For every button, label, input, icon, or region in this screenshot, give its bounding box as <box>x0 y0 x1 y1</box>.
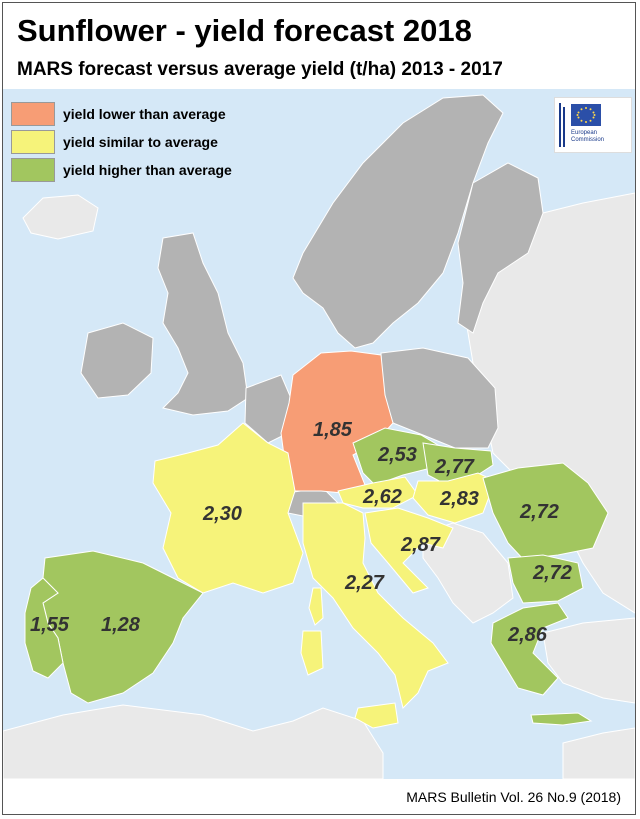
country-crete <box>530 712 593 726</box>
logo-text: European Commission <box>571 130 604 144</box>
value-greece: 2,86 <box>507 624 548 646</box>
country-romania <box>482 462 609 560</box>
legend: yield lower than average yield similar t… <box>11 100 256 184</box>
europe-map: 1,85 2,53 2,77 2,30 2,62 2,83 2,72 2,87 … <box>3 89 635 779</box>
country-corsica <box>308 587 324 626</box>
land-finland-baltics <box>457 162 544 334</box>
country-portugal <box>24 577 64 679</box>
land-scandinavia <box>292 94 504 349</box>
value-romania: 2,72 <box>519 501 559 523</box>
country-slovakia <box>422 442 494 484</box>
country-greece <box>490 602 569 696</box>
legend-label-lower: yield lower than average <box>63 106 226 122</box>
header: Sunflower - yield forecast 2018 MARS for… <box>3 3 635 89</box>
legend-swatch-higher <box>11 158 55 182</box>
value-slovakia: 2,77 <box>434 456 475 478</box>
land-iceland <box>22 194 99 240</box>
map-title: Sunflower - yield forecast 2018 <box>17 13 472 48</box>
value-france: 2,30 <box>202 503 242 525</box>
land-uk <box>157 232 249 416</box>
land-turkey <box>542 617 635 704</box>
country-italy <box>302 502 449 709</box>
country-bulgaria <box>507 554 584 604</box>
country-hungary <box>412 472 496 524</box>
land-east-africa <box>562 727 635 779</box>
legend-item-lower: yield lower than average <box>11 100 256 128</box>
legend-item-higher: yield higher than average <box>11 156 256 184</box>
value-croatia: 2,87 <box>400 534 441 556</box>
land-north-africa <box>3 704 384 779</box>
value-portugal: 1,55 <box>30 614 70 636</box>
country-france <box>152 422 304 594</box>
value-spain: 1,28 <box>101 614 141 636</box>
value-hungary: 2,83 <box>439 488 479 510</box>
country-germany <box>280 350 394 494</box>
value-italy: 2,27 <box>344 572 385 594</box>
value-austria: 2,62 <box>362 486 402 508</box>
land-balkans <box>422 522 514 624</box>
legend-label-higher: yield higher than average <box>63 162 232 178</box>
value-czechia: 2,53 <box>377 444 417 466</box>
map-subtitle: MARS forecast versus average yield (t/ha… <box>17 59 503 80</box>
land-ireland <box>80 322 154 399</box>
legend-swatch-lower <box>11 102 55 126</box>
footer: MARS Bulletin Vol. 26 No.9 (2018) <box>3 779 635 814</box>
legend-item-similar: yield similar to average <box>11 128 256 156</box>
country-croatia-slovenia <box>364 507 454 594</box>
country-sardinia <box>300 630 324 676</box>
country-austria <box>337 476 419 509</box>
legend-swatch-similar <box>11 130 55 154</box>
value-bulgaria: 2,72 <box>532 562 572 584</box>
logo-line1: European <box>571 130 598 136</box>
european-commission-logo: European Commission <box>554 97 632 153</box>
value-germany: 1,85 <box>313 419 353 441</box>
logo-building-icon <box>559 103 565 147</box>
country-sicily <box>354 702 399 729</box>
footer-source: MARS Bulletin Vol. 26 No.9 (2018) <box>406 789 621 805</box>
legend-label-similar: yield similar to average <box>63 134 218 150</box>
logo-line2: Commission <box>571 137 605 143</box>
eu-flag-icon <box>571 104 601 126</box>
